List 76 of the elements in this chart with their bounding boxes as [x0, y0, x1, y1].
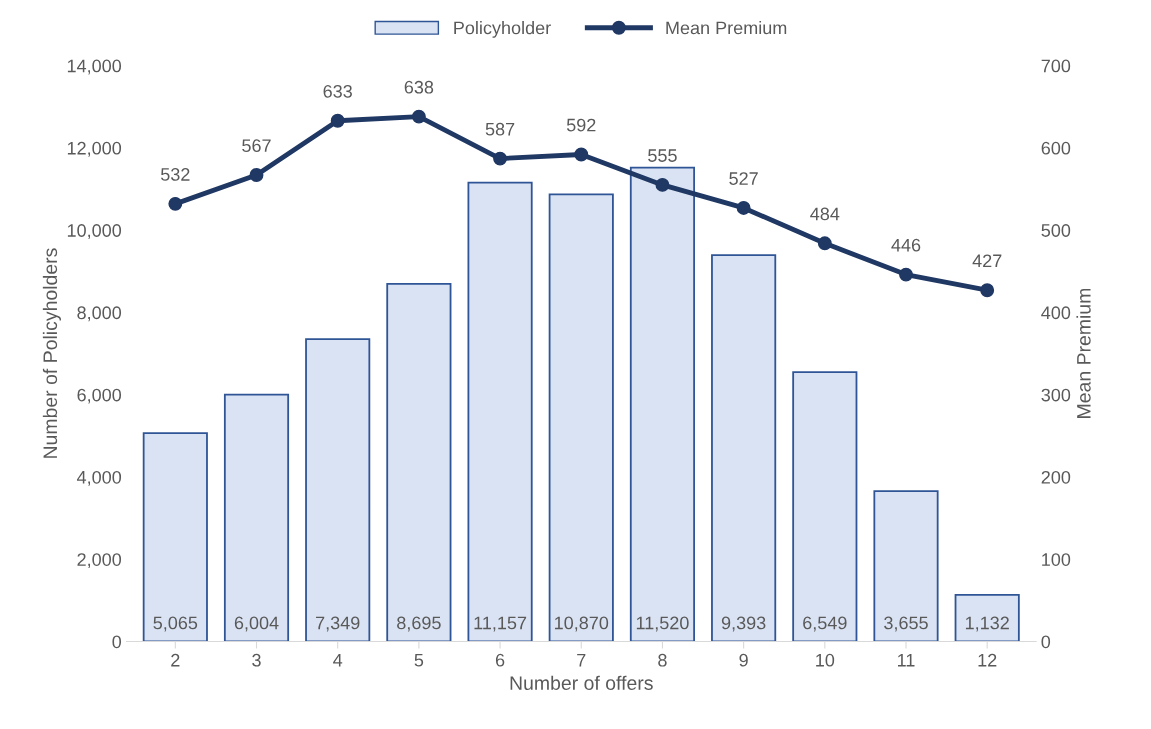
- x-tick-label: 9: [739, 653, 748, 667]
- data-label: 555: [648, 149, 677, 162]
- data-label: 11,157: [474, 616, 527, 632]
- data-label: 633: [323, 84, 352, 98]
- data-label: 638: [404, 80, 434, 94]
- y-tick-label: 6,000: [77, 388, 122, 404]
- y-tick-label: 2,000: [77, 553, 122, 569]
- x-tick-label: 5: [414, 653, 424, 667]
- data-label: 587: [485, 122, 515, 136]
- x-tick-label: 12: [978, 653, 997, 667]
- y2-tick-label: 300: [1041, 388, 1071, 402]
- bar: [142, 432, 208, 642]
- bar: [386, 282, 452, 642]
- data-label: 446: [891, 238, 921, 252]
- y2-tick-label: 200: [1041, 470, 1071, 484]
- data-label: 10,870: [555, 616, 609, 632]
- y-tick-label: 14,000: [67, 59, 122, 75]
- y-tick-label: 12,000: [67, 141, 122, 157]
- data-label: 527: [729, 172, 758, 185]
- bar: [305, 338, 371, 642]
- legend-label: Policyholder: [454, 21, 551, 38]
- data-label: 6,549: [803, 616, 847, 632]
- x-tick-label: 3: [252, 653, 261, 667]
- bar: [873, 490, 939, 642]
- data-label: 11,520: [636, 616, 689, 632]
- bar: [792, 371, 858, 642]
- point: [655, 177, 670, 192]
- y2-tick-label: 0: [1041, 635, 1051, 649]
- point: [493, 151, 508, 166]
- bar: [711, 254, 777, 642]
- data-label: 592: [566, 118, 596, 132]
- y-tick-label: 8,000: [77, 306, 122, 322]
- x-tick-label: 11: [898, 653, 915, 667]
- y2-tick-label: 600: [1041, 141, 1071, 155]
- bar: [467, 181, 533, 642]
- y2-tick-label: 100: [1042, 553, 1071, 566]
- bar: [629, 166, 696, 642]
- point: [817, 236, 832, 251]
- x-tick-label: 8: [658, 653, 667, 667]
- bar: [548, 193, 614, 642]
- point: [899, 267, 913, 282]
- data-label: 3,655: [884, 616, 928, 632]
- data-label: 6,004: [234, 616, 279, 632]
- data-label: 7,349: [316, 616, 360, 632]
- x-axis-title: Number of offers: [510, 675, 653, 690]
- y2-tick-label: 400: [1041, 306, 1071, 320]
- data-label: 532: [160, 168, 190, 181]
- bar: [223, 393, 290, 642]
- x-tick-label: 7: [577, 653, 586, 667]
- bar: [954, 594, 1020, 642]
- point: [411, 109, 426, 124]
- point: [980, 283, 995, 298]
- data-label: 427: [972, 254, 1002, 268]
- y2-tick-label: 700: [1041, 59, 1071, 73]
- data-label: 8,695: [397, 616, 441, 632]
- data-label: 1,132: [965, 616, 1009, 632]
- data-label: 484: [810, 207, 840, 221]
- legend-label: Mean Premium: [666, 21, 787, 35]
- point: [736, 200, 751, 215]
- y-tick-label: 10,000: [67, 224, 122, 240]
- data-label: 567: [242, 139, 271, 153]
- y-tick-label: 4,000: [76, 470, 122, 486]
- y2-tick-label: 500: [1041, 224, 1071, 237]
- point: [168, 196, 183, 211]
- data-label: 9,393: [721, 616, 766, 632]
- x-tick-label: 4: [333, 653, 343, 667]
- data-label: 5,065: [153, 616, 198, 632]
- y-tick-label: 0: [112, 635, 122, 649]
- x-tick-label: 2: [171, 653, 180, 667]
- y-axis-title: Number of Policyholders: [42, 248, 61, 458]
- y2-axis-title: Mean Premium: [1076, 288, 1091, 418]
- point: [330, 113, 345, 128]
- point: [574, 147, 589, 162]
- x-tick-label: 6: [495, 653, 505, 667]
- point: [249, 168, 264, 182]
- x-tick-label: 10: [816, 653, 835, 667]
